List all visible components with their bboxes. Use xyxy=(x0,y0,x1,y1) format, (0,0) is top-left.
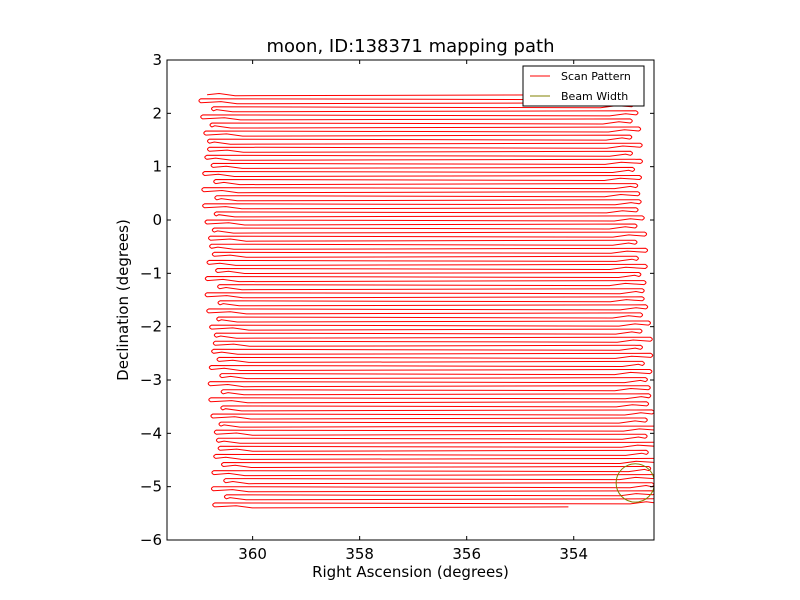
beam-width-circle xyxy=(615,463,654,503)
y-tick-label: 3 xyxy=(152,51,162,69)
chart-title: moon, ID:138371 mapping path xyxy=(267,36,555,57)
y-tick-label: −2 xyxy=(140,318,162,336)
scan-pattern-line xyxy=(198,92,654,509)
x-tick-label: 358 xyxy=(345,545,374,563)
x-axis-title: Right Ascension (degrees) xyxy=(312,563,509,581)
y-tick-label: 0 xyxy=(152,211,162,229)
legend-box xyxy=(522,65,645,107)
legend-label-scan-pattern: Scan Pattern xyxy=(561,70,631,83)
y-tick-label: −5 xyxy=(140,478,162,496)
y-tick-label: −4 xyxy=(140,424,162,442)
y-tick-label: −3 xyxy=(140,371,162,389)
y-axis-title: Declination (degrees) xyxy=(114,219,132,381)
legend-label-beam-width: Beam Width xyxy=(561,90,628,103)
y-tick-label: −6 xyxy=(140,531,162,549)
x-tick-label: 354 xyxy=(559,545,588,563)
legend: Scan Pattern Beam Width xyxy=(522,65,645,107)
x-tick-label: 356 xyxy=(452,545,481,563)
x-tick-label: 360 xyxy=(238,545,267,563)
y-tick-label: 1 xyxy=(152,158,162,176)
plot-frame xyxy=(166,59,655,541)
y-tick-label: 2 xyxy=(152,104,162,122)
plot-marks xyxy=(198,92,654,509)
axis-ticks: 360 358 356 354 3 2 1 0 −1 −2 −3 −4 −5 −6 xyxy=(140,51,654,563)
y-tick-label: −1 xyxy=(140,264,162,282)
